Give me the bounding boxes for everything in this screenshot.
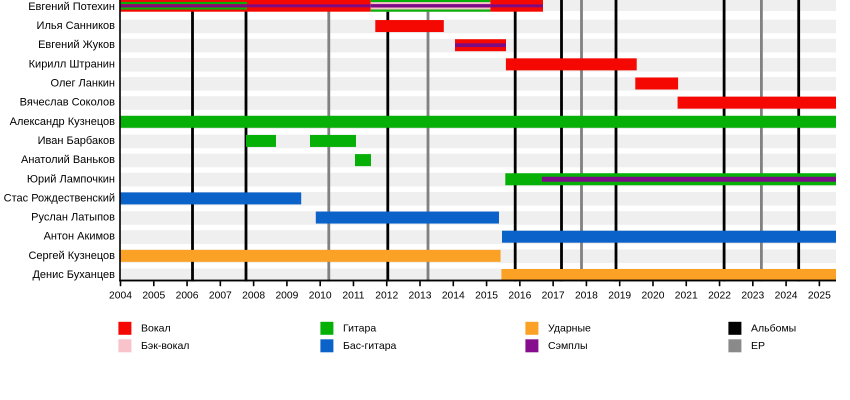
svg-text:2011: 2011 [342,290,364,301]
svg-text:Иван Барбаков: Иван Барбаков [38,135,116,147]
svg-text:Анатолий Ваньков: Анатолий Ваньков [21,154,115,166]
svg-text:2008: 2008 [242,290,265,301]
svg-text:2022: 2022 [708,290,731,301]
svg-text:Сергей Кузнецов: Сергей Кузнецов [28,250,115,262]
svg-text:Вячеслав Соколов: Вячеслав Соколов [20,97,115,109]
svg-text:2019: 2019 [608,290,631,301]
svg-text:Сэмплы: Сэмплы [548,340,588,352]
svg-text:EP: EP [751,340,765,352]
svg-text:2009: 2009 [275,290,298,301]
svg-text:Бас-гитара: Бас-гитара [343,340,397,352]
svg-text:2010: 2010 [309,290,332,301]
svg-text:2016: 2016 [508,290,531,301]
svg-text:Олег Ланкин: Олег Ланкин [51,78,115,90]
svg-text:2024: 2024 [775,290,798,301]
svg-text:2004: 2004 [109,290,132,301]
svg-text:Вокал: Вокал [141,322,171,334]
svg-text:2023: 2023 [741,290,764,301]
svg-text:Кирилл Штранин: Кирилл Штранин [29,58,115,70]
svg-text:Александр Кузнецов: Александр Кузнецов [10,116,116,128]
svg-text:2017: 2017 [542,290,565,301]
svg-text:Денис Буханцев: Денис Буханцев [32,269,115,281]
svg-text:Илья Санников: Илья Санников [37,20,116,32]
svg-text:Евгений Потехин: Евгений Потехин [28,1,115,13]
svg-text:Руслан Латыпов: Руслан Латыпов [31,212,115,224]
svg-text:2006: 2006 [176,290,199,301]
svg-text:Стас Рождественский: Стас Рождественский [4,192,115,204]
svg-text:Антон Акимов: Антон Акимов [44,231,116,243]
svg-text:2013: 2013 [409,290,432,301]
svg-text:Юрий Лампочкин: Юрий Лампочкин [27,173,115,185]
svg-text:2012: 2012 [375,290,398,301]
svg-text:2015: 2015 [475,290,498,301]
svg-text:Ударные: Ударные [548,322,591,334]
svg-text:2018: 2018 [575,290,598,301]
svg-text:2014: 2014 [442,290,465,301]
svg-text:Альбомы: Альбомы [751,322,796,334]
svg-text:2005: 2005 [142,290,165,301]
svg-text:2007: 2007 [209,290,232,301]
svg-text:2020: 2020 [642,290,665,301]
svg-text:Гитара: Гитара [343,322,376,334]
svg-text:Бэк-вокал: Бэк-вокал [141,340,189,352]
svg-text:2021: 2021 [675,290,698,301]
svg-text:2025: 2025 [808,290,831,301]
svg-text:Евгений Жуков: Евгений Жуков [38,39,115,51]
